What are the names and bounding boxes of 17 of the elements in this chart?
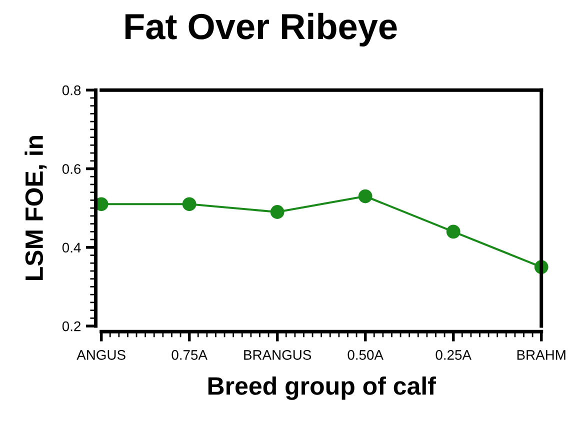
y-axis-title: LSM FOE, in: [24, 136, 47, 280]
x-tick-label: BRAHM: [517, 350, 566, 360]
y-tick-label: 0.8: [62, 85, 81, 96]
x-tick-label: ANGUS: [76, 350, 126, 360]
x-tick-label: 0.50A: [348, 350, 384, 360]
x-axis-title: Breed group of calf: [208, 376, 436, 400]
y-tick-label: 0.6: [62, 164, 81, 174]
x-tick-label: 0.75A: [172, 350, 208, 360]
x-tick-label: BRANGUS: [244, 350, 312, 360]
x-tick-label: 0.25A: [436, 350, 472, 360]
y-tick-label: 0.4: [62, 242, 81, 253]
point: [182, 197, 196, 212]
point: [446, 224, 460, 239]
point: [358, 189, 372, 204]
point: [270, 205, 284, 219]
y-tick-label: 0.2: [62, 321, 80, 332]
chart-title: Fat Over Ribeye: [125, 12, 397, 47]
